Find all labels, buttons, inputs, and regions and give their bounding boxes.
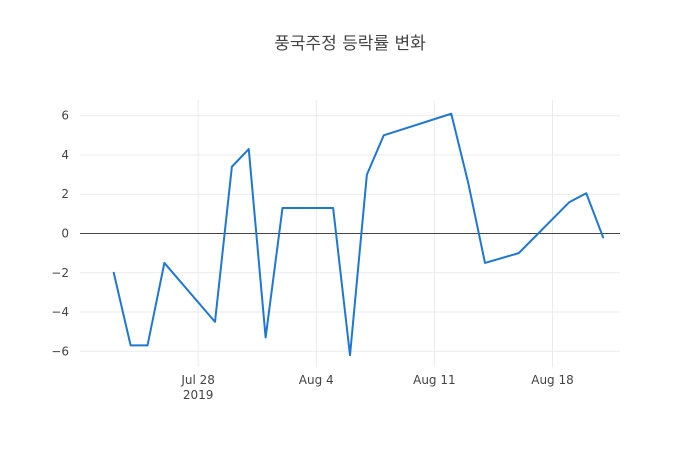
data-point bbox=[567, 200, 571, 204]
y-tick-label: 2 bbox=[61, 187, 69, 201]
y-tick-label: 4 bbox=[61, 148, 69, 162]
x-tick-label: Aug 11 bbox=[413, 373, 456, 387]
y-tick-label: 0 bbox=[61, 227, 69, 241]
x-tick-label: Jul 28 bbox=[180, 373, 215, 387]
series-line bbox=[112, 112, 605, 357]
data-point bbox=[365, 173, 369, 177]
data-point bbox=[517, 251, 521, 255]
data-point bbox=[213, 320, 217, 324]
data-points bbox=[112, 112, 605, 357]
data-point bbox=[601, 235, 605, 239]
data-point bbox=[112, 271, 116, 275]
chart-title: 풍국주정 등락률 변화 bbox=[274, 34, 426, 54]
data-point bbox=[264, 336, 268, 340]
data-point bbox=[449, 112, 453, 116]
data-point bbox=[331, 206, 335, 210]
x-tick-label: Aug 4 bbox=[299, 373, 334, 387]
data-point bbox=[146, 343, 150, 347]
y-tick-label: −4 bbox=[51, 305, 69, 319]
data-point bbox=[466, 180, 470, 184]
y-tick-label: −6 bbox=[51, 344, 69, 358]
data-point bbox=[348, 353, 352, 357]
data-point bbox=[162, 261, 166, 265]
data-point bbox=[382, 133, 386, 137]
data-point bbox=[281, 206, 285, 210]
y-tick-label: −2 bbox=[51, 266, 69, 280]
data-point bbox=[247, 147, 251, 151]
x-tick-year-label: 2019 bbox=[183, 388, 214, 402]
data-point bbox=[129, 343, 133, 347]
y-axis-ticks: −6 −4 −2 0 2 4 6 bbox=[51, 109, 69, 359]
y-tick-label: 6 bbox=[61, 109, 69, 123]
series-layer bbox=[112, 112, 605, 357]
data-point bbox=[230, 165, 234, 169]
x-tick-label: Aug 18 bbox=[531, 373, 574, 387]
data-point bbox=[483, 261, 487, 265]
grid-lines bbox=[80, 100, 620, 367]
data-point bbox=[584, 191, 588, 195]
